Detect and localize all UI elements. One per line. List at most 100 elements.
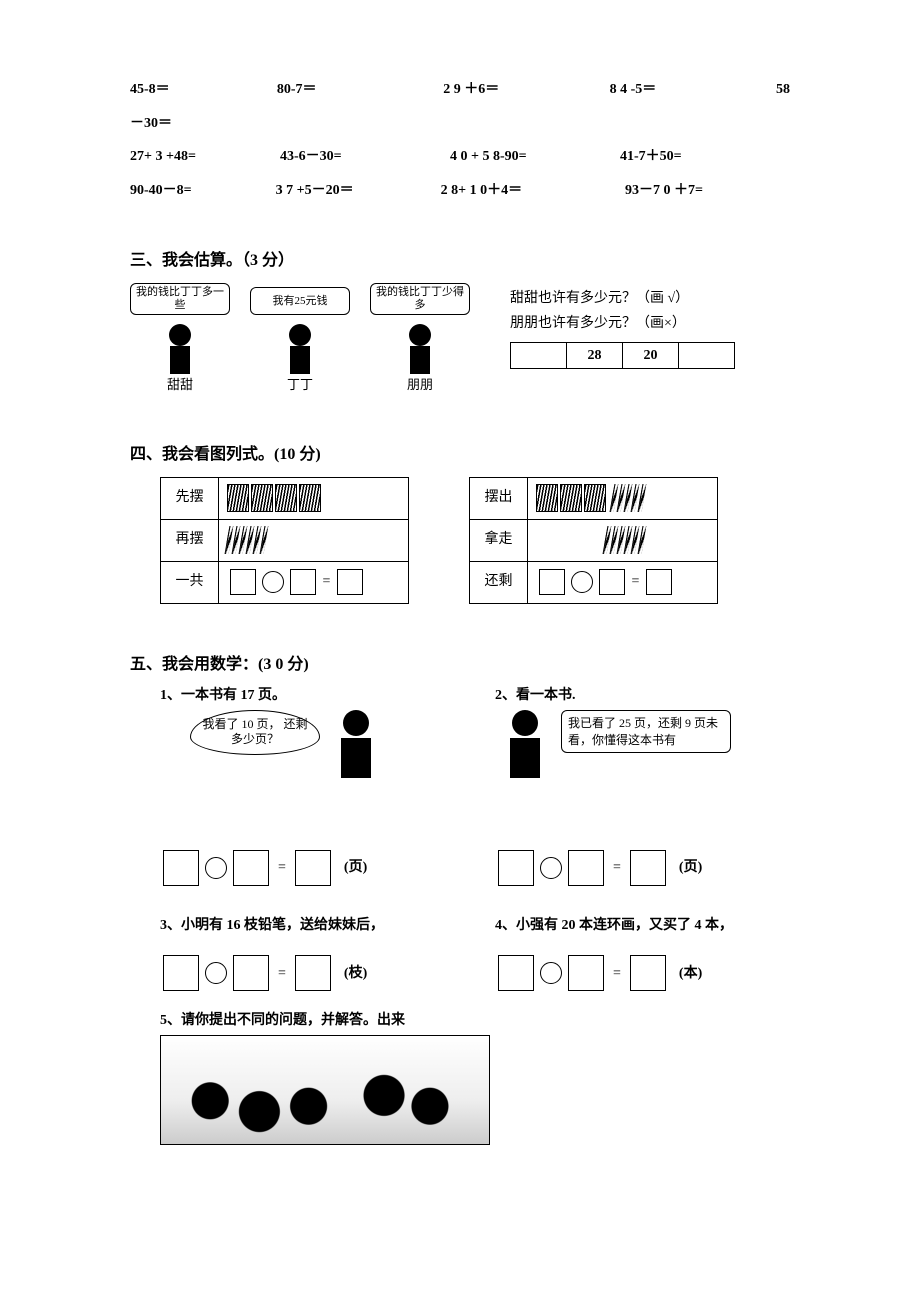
eq: 45-8＝ [130,80,277,100]
answer-cell[interactable]: 28 [567,342,623,368]
operator-circle[interactable] [205,962,227,984]
eq: 90-40－8= [130,181,276,201]
question-1: 甜甜也许有多少元？（画 √） [510,289,790,309]
answer-cell[interactable]: 20 [623,342,679,368]
section-3-title: 三、我会估算。（3 分） [130,250,790,272]
calc-row-1: 45-8＝ 80-7＝ 2 9 ＋6＝ 8 4 -5＝ 58 [130,80,790,100]
answer-box[interactable] [630,850,666,886]
unit-label: (页) [679,858,702,878]
answer-box[interactable] [290,569,316,595]
thought-bubble: 我看了 10 页， 还剩多少页？ [190,710,320,755]
problem-title: 1、一本书有 17 页。 [160,686,455,706]
eq: 2 9 ＋6＝ [443,80,609,100]
answer-box[interactable] [568,955,604,991]
answer-table: 28 20 [510,342,735,369]
problem-title: 5、请你提出不同的问题，并解答。出来 [160,1011,790,1031]
answer-box[interactable] [539,569,565,595]
eq: 41-7＋50= [620,147,790,167]
section-5-title: 五、我会用数学：(3 0 分) [130,654,790,676]
operator-circle[interactable] [262,571,284,593]
trees-image [160,1035,490,1145]
problem-3: 3、小明有 16 枝铅笔，送给妹妹后， = (枝) [160,906,455,992]
unit-label: (枝) [344,964,367,984]
answer-box[interactable] [233,955,269,991]
answer-box[interactable] [599,569,625,595]
problem-2: 2、看一本书. 我已看了 25 页，还剩 9 页未看，你懂得这本书有 = (页) [495,686,790,886]
equation-row: = (页) [160,850,455,886]
kids-area: 我的钱比丁丁多一些 甜甜 我有25元钱 丁丁 我的钱比丁丁少得多 朋朋 [130,283,470,395]
equation-row: = (本) [495,955,790,991]
unit-label: (本) [679,964,702,984]
operator-circle[interactable] [205,857,227,879]
answer-box[interactable] [498,955,534,991]
cell-equation: = [528,561,718,603]
operator-circle[interactable] [571,571,593,593]
answer-cell[interactable] [511,342,567,368]
eq: 4 0 + 5 8-90= [450,147,620,167]
eq: 58 [776,80,790,100]
problem-title: 4、小强有 20 本连环画，又买了 4 本， [495,916,790,936]
left-table: 先摆 再摆 一共 = [160,477,409,604]
problem-title: 2、看一本书. [495,686,790,706]
answer-box[interactable] [498,850,534,886]
cell-label: 先摆 [161,477,219,519]
answer-box[interactable] [233,850,269,886]
cell-sticks [219,477,409,519]
kid-dingding: 我有25元钱 丁丁 [250,287,350,394]
cell-equation: = [219,561,409,603]
section-3-body: 我的钱比丁丁多一些 甜甜 我有25元钱 丁丁 我的钱比丁丁少得多 朋朋 甜甜也许… [130,283,790,395]
speech-bubble: 我有25元钱 [250,287,350,315]
answer-box[interactable] [230,569,256,595]
equation-row: = (页) [495,850,790,886]
eq: 27+ 3 +48= [130,147,280,167]
operator-circle[interactable] [540,857,562,879]
operator-circle[interactable] [540,962,562,984]
answer-box[interactable] [163,850,199,886]
cell-sticks [219,519,409,561]
equation-row: = (枝) [160,955,455,991]
kid-tiantian: 我的钱比丁丁多一些 甜甜 [130,283,230,395]
speech-bubble: 我已看了 25 页，还剩 9 页未看，你懂得这本书有 [561,710,731,754]
section-4-title: 四、我会看图列式。(10 分) [130,444,790,466]
kid-name: 甜甜 [130,376,230,394]
problem-title: 3、小明有 16 枝铅笔，送给妹妹后， [160,916,455,936]
child-icon [326,710,386,790]
cell-label: 摆出 [470,477,528,519]
problem-figure: 我已看了 25 页，还剩 9 页未看，你懂得这本书有 [495,710,790,830]
answer-cell[interactable] [679,342,735,368]
calc-wrap: －30＝ [130,114,790,134]
section-4-body: 先摆 再摆 一共 = 摆出 拿走 [130,477,790,604]
question-2: 朋朋也许有多少元？（画×） [510,314,790,334]
eq: 43-6－30= [280,147,450,167]
answer-box[interactable] [295,850,331,886]
calc-row-2: 27+ 3 +48= 43-6－30= 4 0 + 5 8-90= 41-7＋5… [130,147,790,167]
cell-sticks [528,519,718,561]
problem-1: 1、一本书有 17 页。 我看了 10 页， 还剩多少页？ = (页) [160,686,455,886]
cell-label: 拿走 [470,519,528,561]
answer-box[interactable] [646,569,672,595]
section-5-body: 1、一本书有 17 页。 我看了 10 页， 还剩多少页？ = (页) 2、看一… [130,686,790,1145]
cell-label: 还剩 [470,561,528,603]
problem-5: 5、请你提出不同的问题，并解答。出来 [160,1011,790,1145]
kid-pengpeng: 我的钱比丁丁少得多 朋朋 [370,283,470,395]
eq: 3 7 +5－20＝ [276,181,441,201]
cell-sticks [528,477,718,519]
question-area: 甜甜也许有多少元？（画 √） 朋朋也许有多少元？（画×） 28 20 [470,283,790,395]
speech-bubble: 我的钱比丁丁少得多 [370,283,470,315]
answer-box[interactable] [163,955,199,991]
answer-box[interactable] [630,955,666,991]
cell-label: 再摆 [161,519,219,561]
kid-name: 丁丁 [250,376,350,394]
answer-box[interactable] [337,569,363,595]
eq: 8 4 -5＝ [610,80,776,100]
problem-4: 4、小强有 20 本连环画，又买了 4 本， = (本) [495,906,790,992]
answer-box[interactable] [295,955,331,991]
child-icon [495,710,555,790]
eq: 2 8+ 1 0＋4＝ [441,181,625,201]
kid-name: 朋朋 [370,376,470,394]
unit-label: (页) [344,858,367,878]
cell-label: 一共 [161,561,219,603]
eq: 93－7 0 ＋7= [625,181,790,201]
speech-bubble: 我的钱比丁丁多一些 [130,283,230,315]
answer-box[interactable] [568,850,604,886]
